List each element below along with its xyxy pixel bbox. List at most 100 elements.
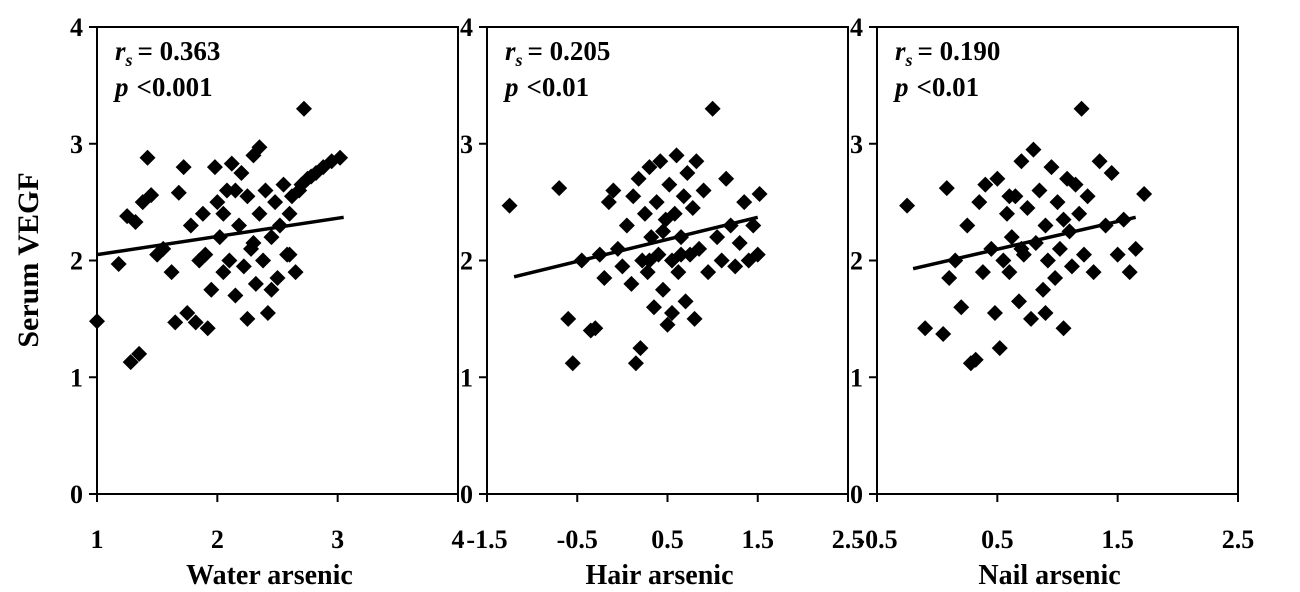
data-point	[636, 205, 653, 222]
data-point	[666, 205, 683, 222]
data-point	[1019, 199, 1036, 216]
data-point	[935, 326, 952, 343]
x-tick-label: -0.5	[856, 525, 897, 554]
data-point	[1037, 217, 1054, 234]
data-point	[179, 305, 196, 322]
data-point	[664, 305, 681, 322]
data-point	[223, 155, 240, 172]
r-subscript: s	[125, 50, 133, 70]
data-point	[1001, 264, 1018, 281]
data-point	[251, 205, 268, 222]
data-point	[596, 270, 613, 287]
data-point	[287, 264, 304, 281]
data-point	[122, 354, 139, 371]
r-value: = 0.205	[528, 36, 611, 66]
r-symbol: r	[115, 36, 126, 66]
y-tick-label: 4	[70, 13, 83, 42]
data-point	[679, 164, 696, 181]
correlation-annotation: rs = 0.363	[115, 36, 220, 70]
data-point	[645, 299, 662, 316]
p-symbol: p	[893, 72, 909, 102]
trendline	[513, 215, 759, 279]
data-point	[194, 205, 211, 222]
data-point	[127, 213, 144, 230]
data-point	[1025, 141, 1042, 158]
p-value: <0.01	[917, 72, 980, 102]
y-tick-label: 4	[850, 13, 863, 42]
data-point	[1047, 270, 1064, 287]
data-point	[605, 182, 622, 199]
data-point	[1023, 310, 1040, 327]
data-point	[899, 197, 916, 214]
data-point	[182, 217, 199, 234]
x-tick-label: 3	[331, 525, 344, 554]
data-point	[263, 229, 280, 246]
r-value: = 0.363	[138, 36, 221, 66]
data-point	[203, 281, 220, 298]
y-tick-label: 0	[850, 480, 863, 509]
data-point	[713, 252, 730, 269]
data-point	[652, 153, 669, 170]
p-value-annotation: p <0.01	[503, 72, 589, 102]
data-point	[941, 270, 958, 287]
x-axis-label: Hair arsenic	[585, 560, 733, 591]
data-point	[627, 355, 644, 372]
data-point	[89, 313, 105, 330]
data-point	[1031, 182, 1048, 199]
data-point	[675, 188, 692, 205]
data-point	[736, 194, 753, 211]
data-point	[659, 316, 676, 333]
p-value-annotation: p <0.01	[893, 72, 979, 102]
data-point	[983, 240, 1000, 257]
data-point	[709, 229, 726, 246]
data-point	[745, 217, 762, 234]
y-tick-label: 3	[70, 130, 83, 159]
x-tick-label: 0.5	[981, 525, 1014, 554]
data-point	[751, 185, 768, 202]
data-point	[974, 264, 991, 281]
data-point	[206, 159, 223, 176]
data-point	[695, 182, 712, 199]
data-point	[959, 217, 976, 234]
data-point	[110, 256, 127, 273]
data-point	[632, 340, 649, 357]
data-point	[564, 355, 581, 372]
x-tick-label: 1.5	[1101, 525, 1134, 554]
data-point	[1109, 246, 1126, 263]
x-tick-label: 1.5	[742, 525, 775, 554]
p-value-annotation: p <0.001	[113, 72, 213, 102]
data-point	[700, 264, 717, 281]
data-point	[187, 314, 204, 331]
data-point	[625, 188, 642, 205]
data-point	[257, 182, 274, 199]
data-point	[501, 197, 518, 214]
r-subscript: s	[905, 50, 913, 70]
data-point	[239, 188, 256, 205]
data-point	[215, 264, 232, 281]
data-point	[953, 299, 970, 316]
y-tick-label: 0	[70, 480, 83, 509]
y-tick-label: 0	[460, 480, 473, 509]
data-point	[1136, 185, 1153, 202]
data-point	[1079, 188, 1096, 205]
data-point	[251, 139, 268, 156]
data-point	[938, 180, 955, 197]
data-point	[332, 149, 349, 166]
data-point	[1071, 205, 1088, 222]
data-point	[600, 194, 617, 211]
data-point	[267, 194, 284, 211]
data-point	[654, 223, 671, 240]
data-point	[1055, 320, 1072, 337]
data-point	[235, 258, 252, 275]
data-point	[221, 252, 238, 269]
data-point	[623, 275, 640, 292]
data-point	[1043, 159, 1060, 176]
trendline	[96, 215, 344, 257]
data-point	[704, 100, 721, 117]
y-tick-label: 3	[460, 130, 473, 159]
data-point	[275, 176, 292, 193]
data-point	[668, 147, 685, 164]
